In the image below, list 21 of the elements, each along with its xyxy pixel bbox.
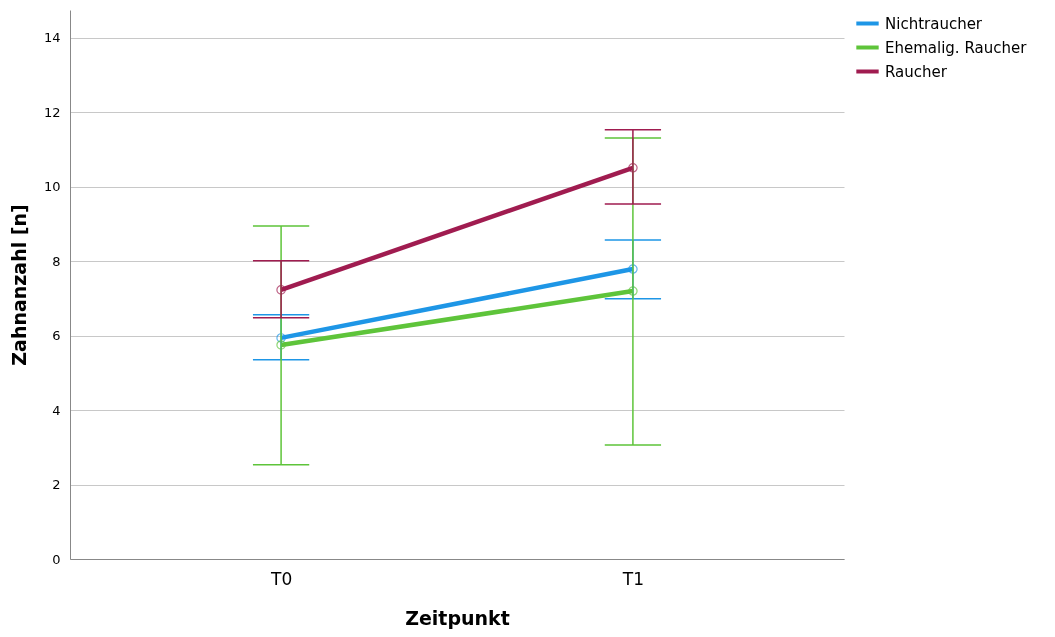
y-tick-label: 2	[52, 477, 61, 493]
x-tick-label: T1	[621, 568, 645, 589]
legend-label: Nichtraucher	[885, 14, 983, 33]
y-tick-label: 8	[52, 253, 61, 269]
y-tick-label: 12	[43, 104, 61, 120]
point	[276, 340, 286, 350]
y-tick-label: 4	[52, 402, 61, 418]
point	[628, 264, 638, 274]
y-tick-label: 0	[52, 551, 61, 567]
y-tick-label: 14	[43, 30, 61, 46]
legend-label: Raucher	[885, 62, 948, 81]
y-tick-label: 6	[52, 328, 61, 344]
point	[276, 285, 286, 295]
point	[276, 333, 286, 343]
y-tick-label: 10	[43, 179, 61, 195]
y-axis-title: Zahnanzahl [n]	[7, 204, 30, 366]
legend-label: Ehemalig. Raucher	[885, 38, 1028, 57]
point	[628, 163, 638, 173]
x-axis-title: Zeitpunkt	[405, 606, 510, 629]
x-tick-label: T0	[269, 568, 293, 589]
point	[628, 286, 638, 296]
